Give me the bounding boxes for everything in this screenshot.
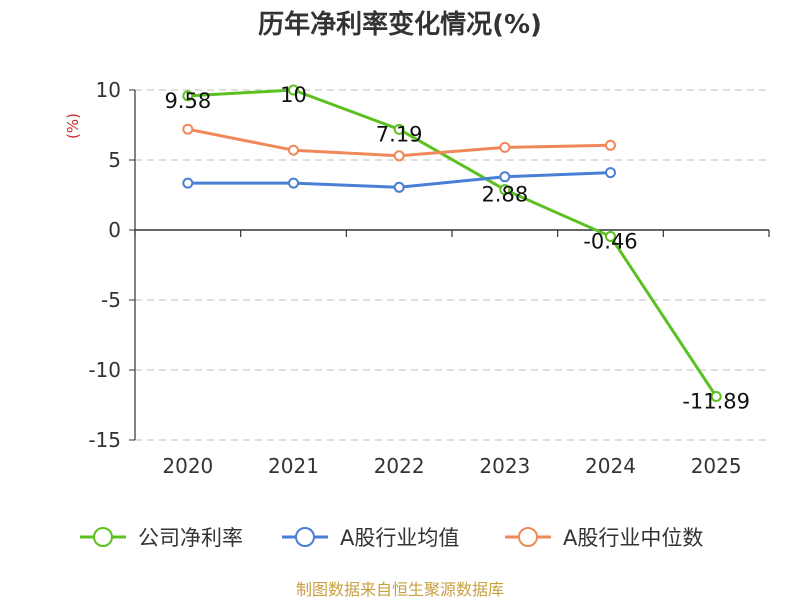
data-point: [710, 390, 722, 402]
legend-marker: [93, 527, 113, 547]
x-tick-label: 2025: [691, 454, 742, 478]
data-point: [182, 123, 194, 135]
grid-lines: [135, 89, 769, 441]
data-label: -11.89: [682, 389, 750, 413]
x-tick-label: 2024: [585, 454, 636, 478]
x-tick-label: 2022: [374, 454, 425, 478]
legend-marker: [295, 527, 315, 547]
legend-marker: [518, 527, 538, 547]
data-point: [605, 167, 616, 179]
legend: 公司净利率 A股行业均值 A股行业中位数: [80, 526, 703, 550]
y-tick-label: -15: [88, 428, 121, 452]
data-point: [499, 184, 511, 196]
source-note: 制图数据来自恒生聚源数据库: [296, 580, 504, 599]
data-point: [288, 84, 299, 96]
x-tick-label: 2021: [268, 454, 319, 478]
data-point: [288, 177, 299, 189]
data-point: [182, 90, 194, 102]
data-label: 2.88: [481, 183, 528, 207]
data-labels: 9.58 10 7.19 2.88 -0.46 -11.89: [164, 83, 750, 413]
data-point: [499, 141, 511, 153]
y-tick-label: -5: [101, 288, 121, 312]
data-label: -0.46: [583, 229, 637, 253]
x-tick-label: 2023: [479, 454, 530, 478]
legend-label: A股行业中位数: [563, 526, 703, 550]
series-line-0: [187, 88, 718, 398]
x-tick-label: 2020: [162, 454, 213, 478]
data-point: [393, 150, 405, 162]
data-label: 7.19: [376, 122, 423, 146]
data-point: [182, 177, 194, 189]
y-tick-label: 0: [108, 218, 121, 242]
data-point: [605, 230, 616, 242]
data-point: [393, 123, 405, 135]
data-point: [499, 171, 511, 183]
y-tick-label: 10: [96, 78, 121, 102]
axes: 10 5 0 -5 -10 -15 2020 2021 2022 2023 2024 2025: [88, 78, 770, 478]
chart-title: 历年净利率变化情况(%): [258, 9, 542, 40]
series-lines: [182, 84, 722, 402]
data-point: [605, 139, 616, 151]
data-point: [288, 144, 299, 156]
data-point: [393, 181, 405, 193]
data-label: 10: [280, 83, 307, 107]
y-axis-label: (%): [64, 113, 82, 139]
data-label: 9.58: [164, 89, 211, 113]
y-tick-label: -10: [88, 358, 121, 382]
legend-label: 公司净利率: [138, 526, 243, 550]
y-tick-label: 5: [108, 148, 121, 172]
legend-label: A股行业均值: [340, 526, 459, 550]
